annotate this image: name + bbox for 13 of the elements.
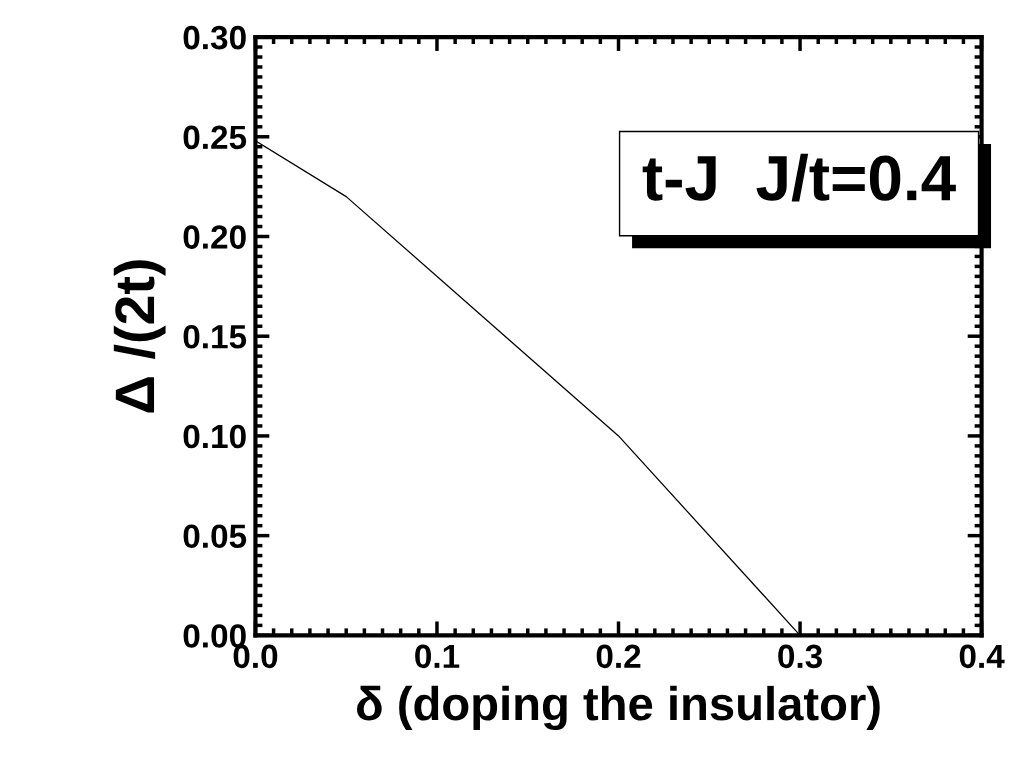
x-tick-label: 0.1 (415, 644, 460, 669)
y-tick-label: 0.15 (183, 325, 247, 349)
y-tick-label: 0.10 (183, 424, 246, 449)
y-tick-label: 0.05 (183, 524, 247, 549)
x-axis-title: δ (doping the insulator) (357, 685, 880, 731)
y-tick-label: 0.25 (183, 125, 247, 150)
y-tick-label: 0.20 (183, 225, 246, 249)
annotation: t-J J/t=0.4 (642, 153, 956, 202)
x-tick-label: 0.3 (778, 644, 823, 669)
x-tick-label: 0.4 (959, 644, 1005, 669)
x-tick-label: 0.2 (596, 644, 641, 669)
y-axis-title: Δ /(2t) (113, 260, 166, 413)
y-tick-label: 0.30 (183, 25, 246, 50)
